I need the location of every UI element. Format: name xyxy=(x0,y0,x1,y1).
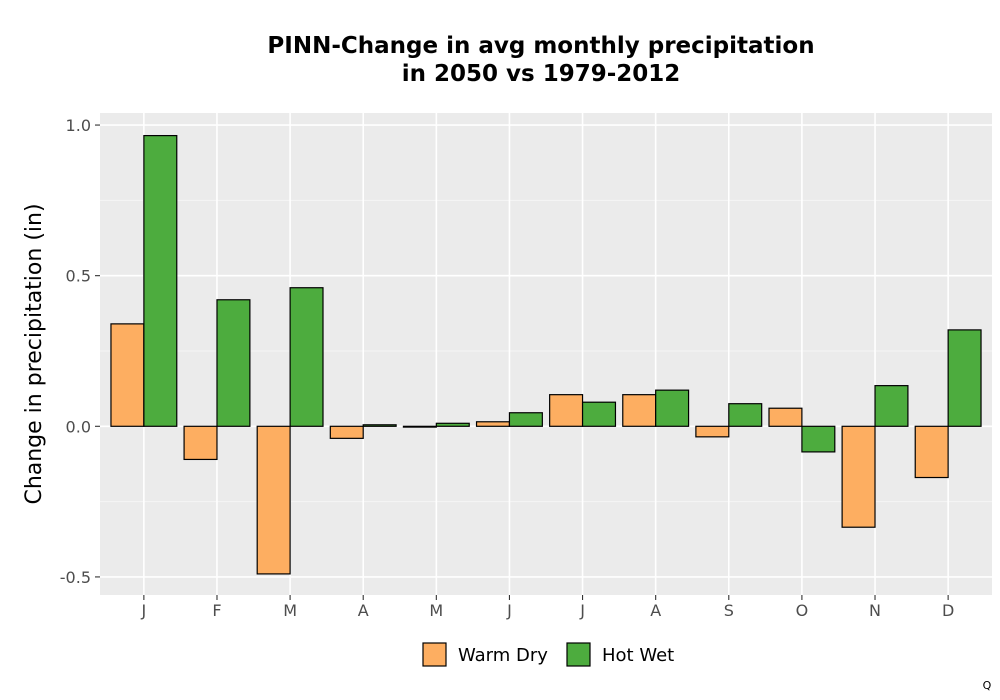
x-tick-label: S xyxy=(724,601,734,620)
bar-hot-wet-5 xyxy=(508,412,543,427)
bar-hot-wet-7 xyxy=(655,389,690,427)
x-tick-label: F xyxy=(212,601,221,620)
bar-warm-dry-4 xyxy=(402,425,437,428)
x-tick-label: D xyxy=(942,601,954,620)
bar-warm-dry-7 xyxy=(622,394,657,427)
chart-title-line-1: PINN-Change in avg monthly precipitation xyxy=(267,33,814,59)
x-tick-label: A xyxy=(650,601,661,620)
bar-warm-dry-3 xyxy=(329,425,364,439)
bar-warm-dry-10 xyxy=(841,425,876,528)
bar-hot-wet-8 xyxy=(728,403,763,427)
y-tick-label: -0.5 xyxy=(60,568,91,587)
x-tick-label: O xyxy=(796,601,809,620)
x-tick-label: M xyxy=(283,601,297,620)
bar-hot-wet-6 xyxy=(581,401,617,427)
bar-hot-wet-3 xyxy=(362,424,397,427)
corner-mark: Q xyxy=(983,679,992,692)
bar-hot-wet-9 xyxy=(801,425,836,453)
legend-label-hot-wet: Hot Wet xyxy=(602,645,674,666)
y-axis-label: Change in precipitation (in) xyxy=(22,203,47,504)
bar-hot-wet-10 xyxy=(874,385,909,427)
x-tick-label: J xyxy=(579,601,585,620)
bars xyxy=(110,134,982,575)
x-tick-label: J xyxy=(141,601,147,620)
bar-warm-dry-0 xyxy=(110,323,145,427)
y-tick-label: 0.0 xyxy=(66,417,91,436)
legend-swatch-hot-wet xyxy=(566,642,591,667)
x-tick-label: J xyxy=(506,601,512,620)
x-tick-label: A xyxy=(358,601,369,620)
legend-swatch-warm-dry xyxy=(422,642,447,667)
bar-warm-dry-1 xyxy=(183,425,218,461)
y-tick-label: 1.0 xyxy=(66,116,91,135)
bar-hot-wet-0 xyxy=(143,134,178,427)
bar-warm-dry-11 xyxy=(914,425,949,479)
y-axis-ticks: -0.5 0.0 0.5 1.0 xyxy=(60,116,100,587)
bar-warm-dry-5 xyxy=(475,421,511,427)
bar-warm-dry-2 xyxy=(256,425,291,575)
bar-hot-wet-2 xyxy=(289,287,324,427)
x-tick-label: M xyxy=(429,601,443,620)
bar-warm-dry-8 xyxy=(695,425,730,438)
x-tick-label: N xyxy=(869,601,881,620)
chart-title-line-2: in 2050 vs 1979-2012 xyxy=(402,61,681,87)
y-tick-label: 0.5 xyxy=(66,267,91,286)
bar-hot-wet-4 xyxy=(435,422,470,427)
legend: Warm Dry Hot Wet xyxy=(422,642,674,667)
bar-warm-dry-9 xyxy=(768,407,803,427)
bar-hot-wet-1 xyxy=(216,299,251,427)
bar-warm-dry-6 xyxy=(549,394,584,427)
legend-label-warm-dry: Warm Dry xyxy=(458,645,548,666)
bar-hot-wet-11 xyxy=(947,329,982,427)
